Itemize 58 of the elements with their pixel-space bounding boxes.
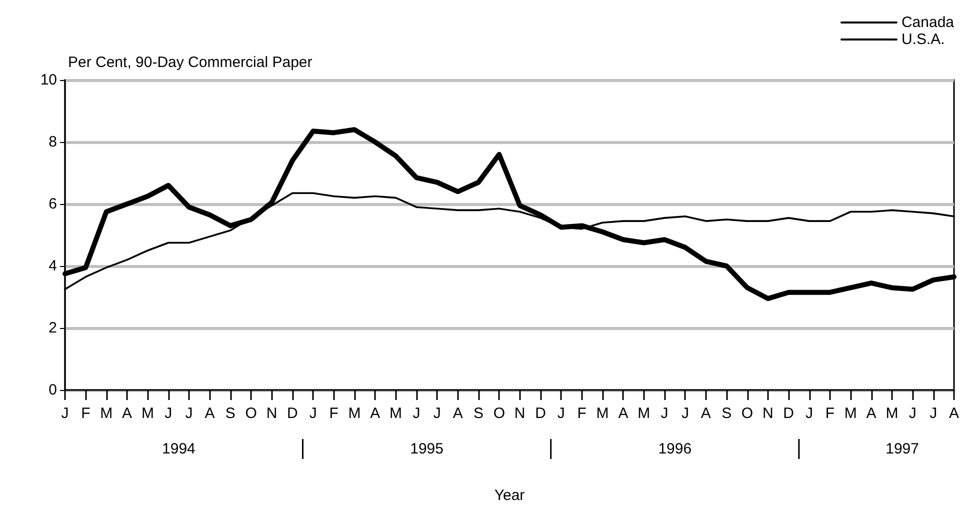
x-tick-label: J [433, 405, 441, 422]
x-tick-label: M [390, 405, 402, 422]
x-tick-label: J [908, 405, 916, 422]
x-tick-label: M [638, 405, 650, 422]
y-tick-label: 4 [48, 258, 57, 274]
x-tick-label: S [225, 405, 236, 422]
text: 1994 [162, 440, 196, 458]
x-tick-label: A [618, 405, 628, 422]
x-tick-label: F [81, 405, 90, 422]
x-tick-label: O [493, 405, 505, 422]
x-tick-label: A [866, 405, 876, 422]
x-tick-label: S [473, 405, 484, 422]
x-tick-label: A [370, 405, 380, 422]
y-axis-title: Per Cent, 90-Day Commercial Paper [68, 54, 312, 71]
text: 1996 [658, 440, 692, 458]
x-tick-label: A [204, 405, 215, 422]
x-tick-label: O [245, 405, 257, 422]
x-tick-label: J [412, 405, 420, 422]
y-tick-label: 2 [48, 320, 57, 336]
x-tick-label: J [61, 405, 69, 422]
y-tick-label: 6 [48, 196, 57, 212]
text: 1997 [886, 440, 919, 458]
y-tick-label: 10 [40, 72, 57, 88]
x-tick-label: M [100, 405, 113, 422]
x-tick-label: J [164, 405, 172, 422]
x-axis-title: Year [494, 487, 525, 504]
x-tick-label: A [452, 405, 463, 422]
x-tick-label: F [329, 405, 338, 422]
legend-label: U.S.A. [901, 31, 945, 48]
x-tick-label: M [844, 405, 857, 422]
x-tick-label: M [886, 405, 898, 422]
x-tick-label: J [309, 405, 317, 422]
x-tick-label: J [681, 405, 689, 422]
x-tick-label: J [930, 405, 938, 422]
x-tick-label: A [700, 405, 711, 422]
x-tick-label: A [948, 405, 960, 422]
y-tick-label: 0 [48, 382, 57, 398]
x-tick-label: F [577, 405, 586, 422]
x-tick-label: A [122, 405, 132, 422]
x-tick-label: D [783, 405, 794, 422]
x-tick-label: J [557, 405, 565, 422]
x-tick-label: N [266, 405, 278, 422]
x-tick-label: M [141, 405, 154, 422]
x-tick-label: F [825, 405, 835, 422]
y-tick-label: 8 [48, 134, 57, 150]
x-tick-label: J [185, 405, 193, 422]
x-tick-label: M [596, 405, 609, 422]
x-tick-label: J [660, 405, 668, 422]
x-tick-label: O [741, 405, 754, 422]
x-tick-label: S [722, 405, 732, 422]
text: 1995 [410, 440, 444, 458]
x-tick-label: J [806, 405, 814, 422]
x-tick-label: D [286, 405, 298, 422]
x-tick-label: N [762, 405, 774, 422]
x-tick-label: D [535, 405, 546, 422]
x-tick-label: N [514, 405, 526, 422]
legend-label: Canada [901, 14, 955, 31]
x-tick-label: M [348, 405, 361, 422]
